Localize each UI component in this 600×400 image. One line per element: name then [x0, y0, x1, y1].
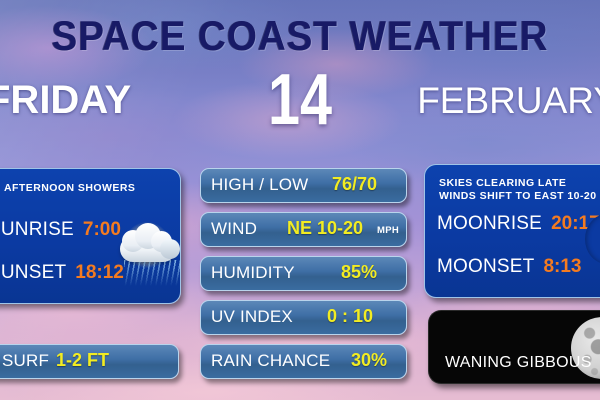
stat-row-wind: WIND NE 10-20 MPH	[200, 212, 407, 247]
moonrise-label: MOONRISE	[437, 213, 543, 234]
moonset-label: MOONSET	[437, 256, 535, 277]
condition-text: AFTERNOON SHOWERS	[4, 182, 136, 194]
moonrise-row: MOONRISE 20:17	[437, 213, 600, 235]
sunset-label: SUNSET	[0, 262, 67, 283]
stat-label: HUMIDITY	[211, 263, 295, 282]
month-name: FEBRUARY	[417, 80, 600, 121]
stat-value: 76/70	[332, 174, 378, 194]
cloud-puff-icon	[160, 239, 180, 259]
forecast-line-1: SKIES CLEARING LATE	[439, 177, 567, 189]
stat-row-humidity: HUMIDITY 85%	[200, 256, 407, 291]
stat-row-high-low: HIGH / LOW 76/70	[200, 168, 407, 203]
moon-phase-label: WANING GIBBOUS	[445, 354, 592, 371]
stat-label: RAIN CHANCE	[211, 351, 331, 370]
moon-shadow-icon	[585, 214, 600, 264]
sunset-value: 18:12	[75, 262, 124, 283]
surf-label: SURF	[2, 351, 50, 370]
stat-label: HIGH / LOW	[211, 175, 309, 194]
forecast-line-2: WINDS SHIFT TO EAST 10-20 MPH	[439, 190, 600, 202]
stat-label: UV INDEX	[211, 307, 293, 326]
sunrise-value: 7:00	[82, 219, 121, 240]
stat-row-surf: SURF 1-2 FT	[0, 344, 179, 379]
stat-value: 0 : 10	[327, 306, 374, 326]
stat-label: WIND	[211, 219, 258, 238]
surf-value: 1-2 FT	[56, 350, 110, 370]
stat-unit: MPH	[377, 225, 400, 236]
stat-value: NE 10-20	[287, 218, 364, 238]
stat-value: 85%	[341, 262, 378, 282]
day-number: 14	[267, 60, 333, 140]
page-title: SPACE COAST WEATHER	[51, 12, 549, 59]
moonset-row: MOONSET 8:13	[437, 256, 582, 278]
stat-row-uv-index: UV INDEX 0 : 10	[200, 300, 407, 335]
sunset-row: SUNSET 18:12	[0, 262, 124, 284]
moon-phase-panel: WANING GIBBOUS	[428, 310, 600, 384]
day-name: FRIDAY	[0, 78, 132, 122]
stat-value: 30%	[351, 350, 388, 370]
rain-cloud-icon	[118, 222, 190, 290]
moonrise-moonset-panel: SKIES CLEARING LATE WINDS SHIFT TO EAST …	[424, 164, 600, 298]
moonset-value: 8:13	[543, 256, 582, 277]
rain-streaks-icon	[124, 260, 180, 286]
stat-row-rain-chance: RAIN CHANCE 30%	[200, 344, 407, 379]
crescent-moon-icon	[585, 208, 600, 270]
